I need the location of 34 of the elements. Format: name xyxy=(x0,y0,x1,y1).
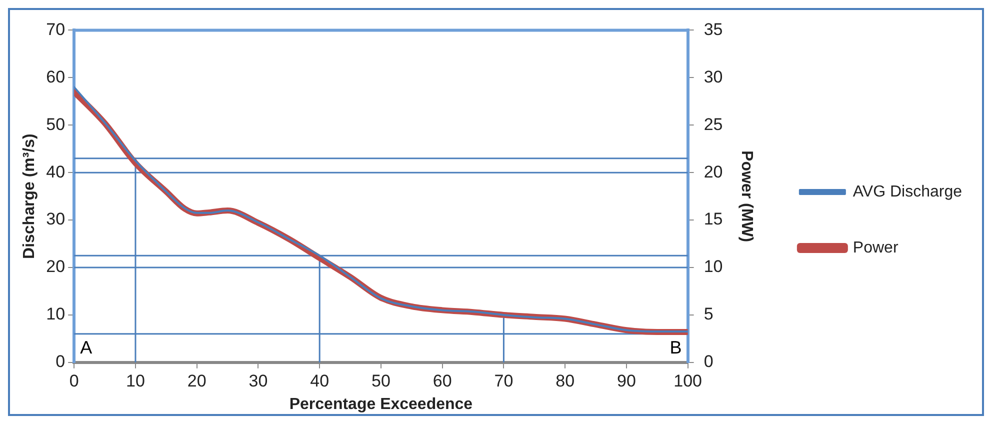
y-tick-label: 10 xyxy=(46,304,66,324)
y2-tick-label: 15 xyxy=(704,210,723,229)
x-tick-label: 20 xyxy=(187,371,206,390)
x-tick-label: 100 xyxy=(674,371,702,390)
x-tick-label: 0 xyxy=(69,371,79,390)
y-tick-label: 30 xyxy=(46,210,66,229)
y-tick-label: 0 xyxy=(56,352,66,372)
x-axis-title: Percentage Exceedence xyxy=(289,396,473,413)
y2-tick-label: 5 xyxy=(704,304,714,324)
y2-tick-label: 0 xyxy=(704,352,714,372)
y-tick-label: 60 xyxy=(46,67,66,86)
y2-tick-label: 35 xyxy=(704,20,723,39)
y2-tick-label: 30 xyxy=(704,67,723,86)
annotation: A xyxy=(80,337,92,358)
y2-tick-label: 20 xyxy=(704,162,723,182)
x-tick-label: 80 xyxy=(556,371,575,390)
y-axis-title: Discharge (m³/s) xyxy=(21,134,38,259)
x-tick-label: 40 xyxy=(310,371,330,390)
x-tick-label: 50 xyxy=(372,371,390,390)
y-tick-label: 40 xyxy=(46,162,66,182)
y-tick-label: 20 xyxy=(46,257,66,276)
legend-label: Power xyxy=(852,239,899,256)
x-tick-label: 60 xyxy=(432,371,452,390)
x-tick-label: 10 xyxy=(126,371,145,390)
y2-tick-label: 25 xyxy=(704,114,723,134)
x-tick-label: 30 xyxy=(248,371,268,390)
legend-label: AVG Discharge xyxy=(852,183,962,200)
x-tick-label: 90 xyxy=(616,371,636,390)
annotation: B xyxy=(670,337,682,358)
x-tick-label: 70 xyxy=(494,371,514,390)
y-tick-label: 70 xyxy=(46,20,66,39)
y2-tick-label: 10 xyxy=(704,257,723,276)
y-tick-label: 50 xyxy=(46,114,66,134)
y2-axis-title: Power (MW) xyxy=(738,150,755,242)
